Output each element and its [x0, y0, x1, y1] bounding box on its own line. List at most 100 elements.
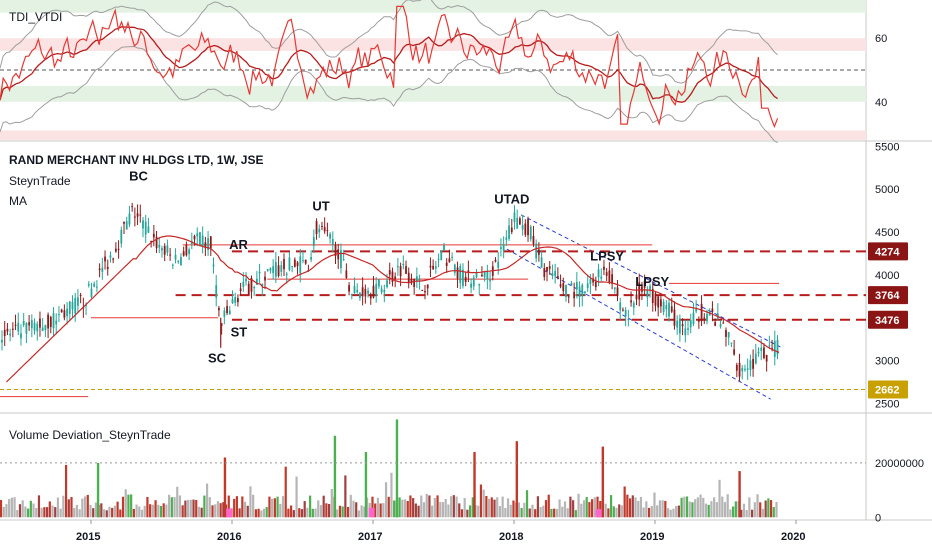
- candle-body: [253, 287, 256, 289]
- candle-body: [174, 254, 177, 260]
- candle-body: [348, 285, 350, 292]
- volume-bar: [501, 496, 504, 518]
- candle-body: [402, 263, 405, 266]
- volume-bar: [398, 497, 401, 518]
- volume-bar: [298, 508, 301, 518]
- volume-bar-spike: [364, 452, 368, 518]
- candle-body: [269, 268, 272, 271]
- candle-body: [622, 309, 624, 311]
- volume-bar: [691, 502, 694, 518]
- volume-bar: [428, 495, 431, 518]
- volume-bar: [417, 505, 420, 518]
- candle-body: [22, 321, 25, 326]
- candle-body: [44, 324, 47, 330]
- candle-body: [193, 235, 196, 240]
- volume-bar: [181, 505, 184, 518]
- volume-bar: [268, 496, 271, 518]
- candle-body: [93, 283, 96, 287]
- candle-body: [302, 260, 304, 262]
- candle-body: [49, 316, 52, 327]
- volume-bar: [21, 500, 24, 518]
- candle-body: [28, 322, 31, 326]
- volume-bar: [498, 506, 502, 518]
- volume-bar: [577, 493, 580, 518]
- volume-bar-spike: [223, 457, 227, 518]
- volume-bar: [572, 500, 575, 518]
- volume-bar: [669, 509, 672, 518]
- candle-body: [432, 265, 435, 270]
- volume-bar: [154, 500, 157, 518]
- candle-body: [386, 280, 388, 288]
- candle-body: [437, 258, 440, 260]
- candle-body: [131, 206, 134, 208]
- volume-bar: [319, 505, 323, 518]
- volume-bar: [634, 497, 637, 518]
- volume-bar: [756, 494, 759, 518]
- candle-body: [413, 278, 416, 287]
- volume-bar: [32, 503, 35, 518]
- volume-bar: [168, 494, 171, 518]
- volume-bar: [149, 504, 152, 518]
- volume-tick-label: 0: [875, 512, 881, 524]
- volume-bar: [431, 505, 434, 518]
- volume-bar: [458, 503, 461, 518]
- volume-bar: [18, 504, 22, 518]
- candle-body: [212, 264, 215, 267]
- candle-body: [540, 257, 543, 268]
- volume-bar: [623, 486, 626, 518]
- volume-bar: [355, 502, 358, 518]
- volume-bar: [753, 502, 756, 518]
- tdi-tick-label: 60: [875, 33, 887, 45]
- volume-bar: [124, 489, 127, 518]
- candle-body: [304, 259, 307, 264]
- time-tick-label: 2018: [499, 531, 523, 543]
- candle-body: [776, 339, 779, 355]
- volume-bar: [260, 510, 263, 518]
- candle-body: [749, 360, 752, 370]
- volume-bar: [184, 500, 187, 518]
- candle-body: [166, 245, 169, 253]
- candle-body: [513, 212, 516, 223]
- volume-bar: [672, 508, 675, 518]
- volume-bar: [344, 475, 347, 518]
- volume-bar: [249, 486, 252, 518]
- candle-body: [68, 301, 71, 315]
- candle-body: [760, 347, 763, 351]
- candle-body: [285, 273, 288, 276]
- volume-bar: [300, 509, 304, 518]
- volume-bar: [534, 509, 537, 518]
- candle-body: [516, 217, 519, 229]
- volume-bar-spike: [395, 419, 399, 518]
- candle-body: [321, 226, 323, 228]
- volume-bar: [303, 501, 306, 518]
- price-level-tag: [868, 242, 908, 261]
- volume-bar: [553, 508, 556, 518]
- volume-bar: [444, 498, 447, 518]
- volume-bar: [441, 502, 445, 518]
- candle-body: [670, 306, 673, 312]
- volume-bar: [723, 501, 727, 518]
- volume-bar: [547, 494, 550, 518]
- candle-body: [250, 278, 253, 292]
- candle-body: [703, 317, 706, 319]
- volume-bar: [203, 495, 206, 518]
- candle-body: [733, 349, 736, 355]
- volume-bar: [642, 507, 645, 518]
- volume-bar: [580, 503, 583, 518]
- candle-body: [274, 262, 277, 277]
- volume-bar: [685, 496, 689, 518]
- volume-bar: [327, 504, 331, 518]
- candle-body: [52, 313, 55, 329]
- candle-body: [426, 284, 429, 289]
- volume-bar: [281, 496, 285, 518]
- candle-body: [765, 354, 768, 362]
- volume-bar: [189, 499, 192, 518]
- volume-bar: [626, 494, 629, 518]
- volume-bar: [276, 496, 279, 518]
- candle-body: [226, 306, 228, 314]
- volume-bar: [764, 500, 767, 518]
- candle-body: [139, 214, 142, 216]
- volume-bar: [0, 499, 3, 518]
- candle-body: [245, 278, 247, 282]
